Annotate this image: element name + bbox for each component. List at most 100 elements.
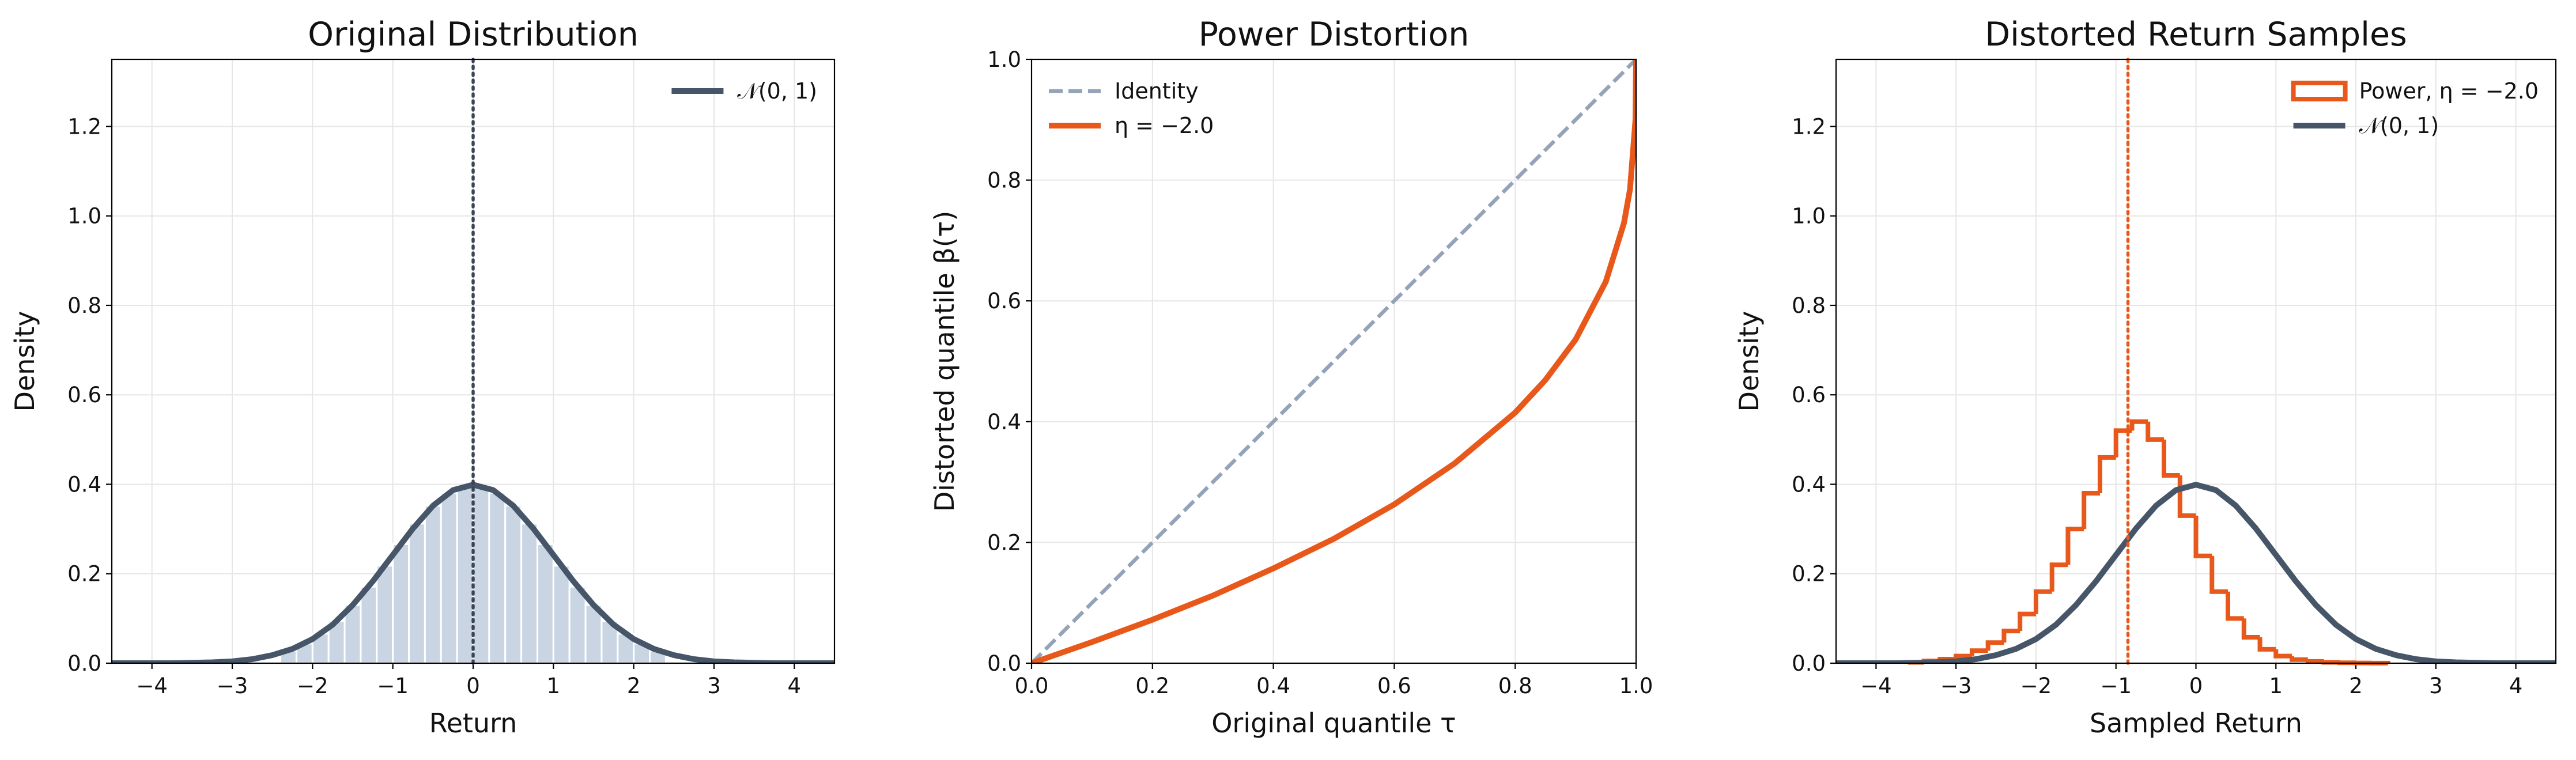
x-tick-label: 3 [2429, 674, 2443, 698]
histogram-bar [456, 485, 474, 664]
line-series [1032, 59, 1636, 663]
histogram-bar [552, 565, 571, 664]
histogram-step [2097, 455, 2116, 494]
histogram-step [2033, 589, 2052, 614]
axes-frame [111, 58, 836, 664]
histogram-step [2273, 649, 2292, 659]
line-series [1032, 59, 1636, 663]
y-tick-label: 0.6 [67, 383, 101, 407]
histogram-step [2065, 527, 2084, 565]
histogram-bar [360, 585, 378, 664]
axes-frame [1030, 58, 1637, 664]
x-tick-label: −4 [1860, 674, 1892, 698]
legend-label: 𝒩(0, 1) [737, 78, 817, 104]
y-axis-label: Density [1733, 311, 1765, 412]
x-tick-label: 2 [2349, 674, 2363, 698]
histogram-bar [568, 585, 587, 664]
y-tick-label: 0.0 [67, 651, 101, 676]
x-tick-label: −2 [297, 674, 328, 698]
histogram-step [2290, 656, 2308, 662]
x-axis-label: Return [429, 708, 518, 739]
x-tick-label: 0.2 [1135, 674, 1169, 698]
y-tick-label: 1.2 [67, 114, 101, 139]
x-tick-label: 1.0 [1619, 674, 1653, 698]
histogram-step [2305, 659, 2324, 664]
histogram-step [2082, 491, 2100, 530]
histogram-step [2129, 419, 2148, 431]
y-tick-label: 0.6 [987, 289, 1021, 313]
histogram-bar [424, 505, 442, 664]
y-tick-label: 0.8 [987, 168, 1021, 193]
x-tick-label: 2 [627, 674, 641, 698]
histogram-step [2226, 591, 2244, 621]
histogram-bar [504, 505, 523, 664]
x-tick-label: 0.8 [1498, 674, 1532, 698]
y-tick-label: 1.2 [1792, 114, 1826, 139]
x-tick-label: 1 [2269, 674, 2283, 698]
histogram-bar [488, 491, 507, 664]
y-tick-label: 0.4 [67, 472, 101, 497]
x-axis-label: Original quantile τ [1211, 708, 1456, 739]
histogram-step [2257, 637, 2276, 652]
x-tick-label: −3 [1940, 674, 1972, 698]
y-axis-label: Distorted quantile β(τ) [929, 211, 960, 512]
y-tick-label: 1.0 [987, 47, 1021, 72]
histogram-bar [408, 523, 426, 664]
histogram-bar [440, 491, 458, 664]
x-tick-label: 0.4 [1256, 674, 1290, 698]
x-tick-label: 0.6 [1377, 674, 1411, 698]
axes-frame [1835, 58, 2557, 664]
histogram-step [2177, 475, 2196, 518]
x-axis-label: Sampled Return [2090, 708, 2302, 739]
histogram-step [2001, 629, 2020, 643]
histogram-step [2146, 421, 2164, 442]
x-tick-label: −2 [2020, 674, 2052, 698]
y-tick-label: 0.0 [1792, 651, 1826, 676]
chart-title: Power Distortion [1199, 16, 1470, 54]
histogram-bar [376, 565, 394, 664]
histogram-step [2018, 611, 2036, 632]
y-tick-label: 1.0 [67, 204, 101, 229]
legend-label: 𝒩(0, 1) [2359, 113, 2439, 138]
histogram-step [1969, 648, 1988, 656]
x-tick-label: −1 [2100, 674, 2132, 698]
y-tick-label: 0.6 [1792, 383, 1826, 407]
x-tick-label: −1 [377, 674, 409, 698]
x-tick-label: 0 [466, 674, 480, 698]
histogram-bar [536, 543, 554, 664]
histogram-bar [472, 485, 490, 664]
y-tick-label: 0.2 [1792, 562, 1826, 587]
x-tick-label: −4 [136, 674, 168, 698]
x-tick-label: 0 [2189, 674, 2203, 698]
x-tick-label: 1 [547, 674, 561, 698]
histogram-bar [392, 543, 410, 664]
histogram-step [2321, 660, 2340, 665]
x-tick-label: 0.0 [1015, 674, 1049, 698]
legend-label: η = −2.0 [1115, 113, 1214, 138]
histogram-step [2209, 555, 2228, 594]
chart-title: Distorted Return Samples [1985, 16, 2407, 54]
histogram-step [2193, 515, 2212, 558]
y-tick-label: 0.2 [67, 562, 101, 587]
y-tick-label: 0.2 [987, 530, 1021, 555]
histogram-bar [520, 523, 538, 664]
line-series [1836, 482, 2556, 663]
y-tick-label: 0.4 [987, 410, 1021, 434]
chart-title: Original Distribution [308, 16, 639, 54]
x-tick-label: 3 [707, 674, 721, 698]
histogram-step [2113, 428, 2132, 457]
x-tick-label: −3 [217, 674, 248, 698]
legend-label: Power, η = −2.0 [2359, 78, 2539, 104]
legend-swatch [2291, 81, 2348, 101]
y-tick-label: 1.0 [1792, 204, 1826, 229]
y-tick-label: 0.0 [987, 651, 1021, 676]
histogram-step [2049, 562, 2068, 592]
y-tick-label: 0.8 [1792, 293, 1826, 318]
x-tick-label: 4 [788, 674, 802, 698]
y-axis-label: Density [9, 311, 40, 412]
histogram-step [1954, 653, 1972, 660]
histogram-step [2161, 439, 2180, 478]
y-tick-label: 0.4 [1792, 472, 1826, 497]
